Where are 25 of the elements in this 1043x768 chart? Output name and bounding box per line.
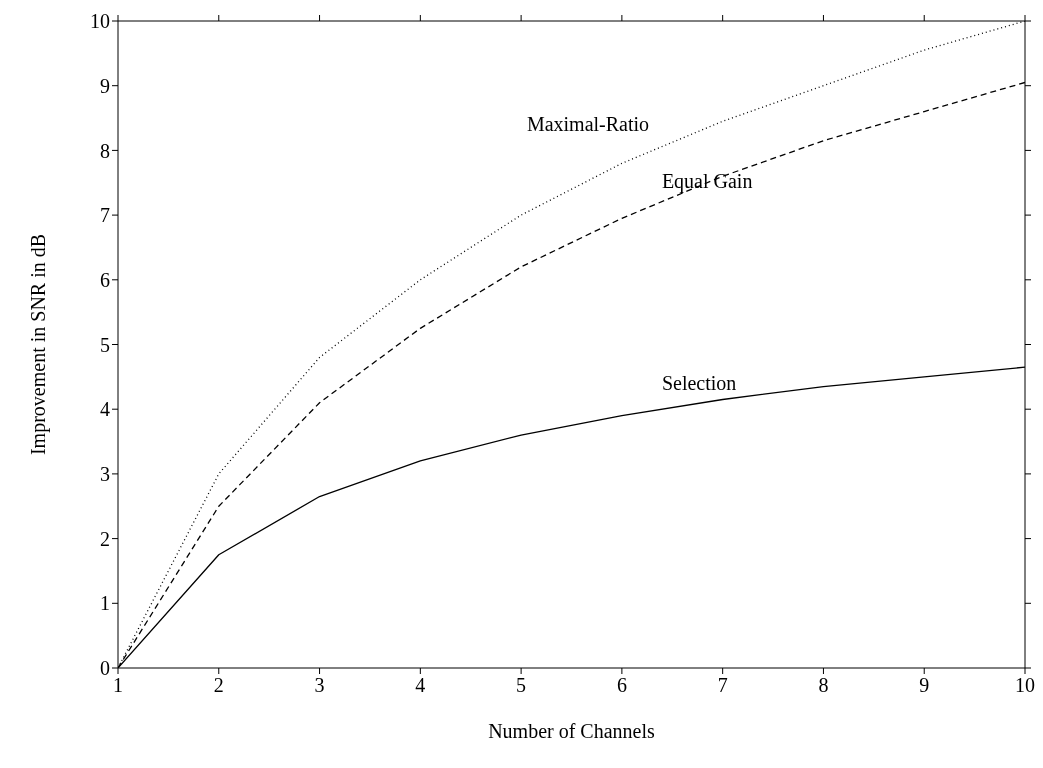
y-tick-label: 9 (100, 74, 110, 97)
series-label: Selection (661, 371, 737, 394)
x-axis-title: Number of Channels (488, 720, 656, 742)
y-tick-label: 4 (100, 398, 110, 421)
y-axis-title: Improvement in SNR in dB (27, 233, 51, 456)
x-tick-label: 3 (314, 674, 325, 697)
x-tick-label: 9 (919, 674, 930, 697)
y-tick-label: 0 (100, 657, 110, 680)
y-tick-label: 1 (100, 592, 110, 615)
x-tick-label: 4 (415, 674, 426, 697)
x-tick-label: 2 (213, 674, 224, 697)
x-tick-label: 7 (717, 674, 728, 697)
y-tick-label: 6 (100, 268, 110, 291)
series-label: Equal Gain (661, 170, 753, 194)
y-tick-label: 5 (100, 333, 110, 356)
y-tick-label: 10 (90, 10, 110, 33)
series-label: Maximal-Ratio (526, 113, 650, 136)
y-tick-label: 2 (100, 527, 110, 550)
x-tick-label: 10 (1015, 674, 1035, 697)
y-tick-label: 3 (100, 463, 110, 485)
x-tick-label: 6 (616, 674, 627, 697)
x-tick-label: 5 (516, 674, 527, 697)
y-tick-label: 8 (100, 139, 110, 162)
x-tick-label: 8 (818, 674, 829, 697)
y-tick-label: 7 (100, 204, 110, 227)
